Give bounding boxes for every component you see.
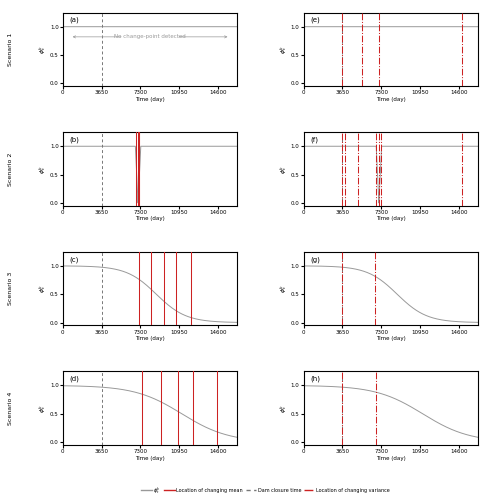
Y-axis label: $\phi_t^k$: $\phi_t^k$ bbox=[279, 284, 289, 293]
Text: (g): (g) bbox=[311, 256, 321, 262]
Y-axis label: $\phi_t^k$: $\phi_t^k$ bbox=[38, 164, 48, 173]
Text: (d): (d) bbox=[70, 376, 80, 382]
Legend: $\phi_t^k$, Location of changing mean, Dam closure time, Location of changing va: $\phi_t^k$, Location of changing mean, D… bbox=[139, 483, 392, 498]
Text: Scenario 2: Scenario 2 bbox=[8, 152, 13, 186]
Text: (e): (e) bbox=[311, 17, 320, 24]
X-axis label: Time (day): Time (day) bbox=[376, 97, 406, 102]
Y-axis label: $\phi_t^k$: $\phi_t^k$ bbox=[279, 45, 289, 54]
X-axis label: Time (day): Time (day) bbox=[376, 456, 406, 460]
Text: Scenario 3: Scenario 3 bbox=[8, 272, 13, 305]
Text: (a): (a) bbox=[70, 17, 80, 24]
Text: (c): (c) bbox=[70, 256, 79, 262]
Text: (f): (f) bbox=[311, 136, 319, 143]
Text: No change-point detected: No change-point detected bbox=[114, 34, 186, 40]
Y-axis label: $\phi_t^k$: $\phi_t^k$ bbox=[38, 404, 48, 412]
Text: Scenario 1: Scenario 1 bbox=[8, 33, 13, 66]
Text: (b): (b) bbox=[70, 136, 80, 143]
Text: Scenario 4: Scenario 4 bbox=[8, 392, 13, 425]
Text: (h): (h) bbox=[311, 376, 321, 382]
Y-axis label: $\phi_t^k$: $\phi_t^k$ bbox=[279, 404, 289, 412]
X-axis label: Time (day): Time (day) bbox=[135, 336, 165, 341]
X-axis label: Time (day): Time (day) bbox=[376, 216, 406, 222]
X-axis label: Time (day): Time (day) bbox=[376, 336, 406, 341]
Y-axis label: $\phi_t^k$: $\phi_t^k$ bbox=[38, 45, 48, 54]
Y-axis label: $\phi_t^k$: $\phi_t^k$ bbox=[38, 284, 48, 293]
X-axis label: Time (day): Time (day) bbox=[135, 456, 165, 460]
Y-axis label: $\phi_t^k$: $\phi_t^k$ bbox=[279, 164, 289, 173]
X-axis label: Time (day): Time (day) bbox=[135, 216, 165, 222]
X-axis label: Time (day): Time (day) bbox=[135, 97, 165, 102]
